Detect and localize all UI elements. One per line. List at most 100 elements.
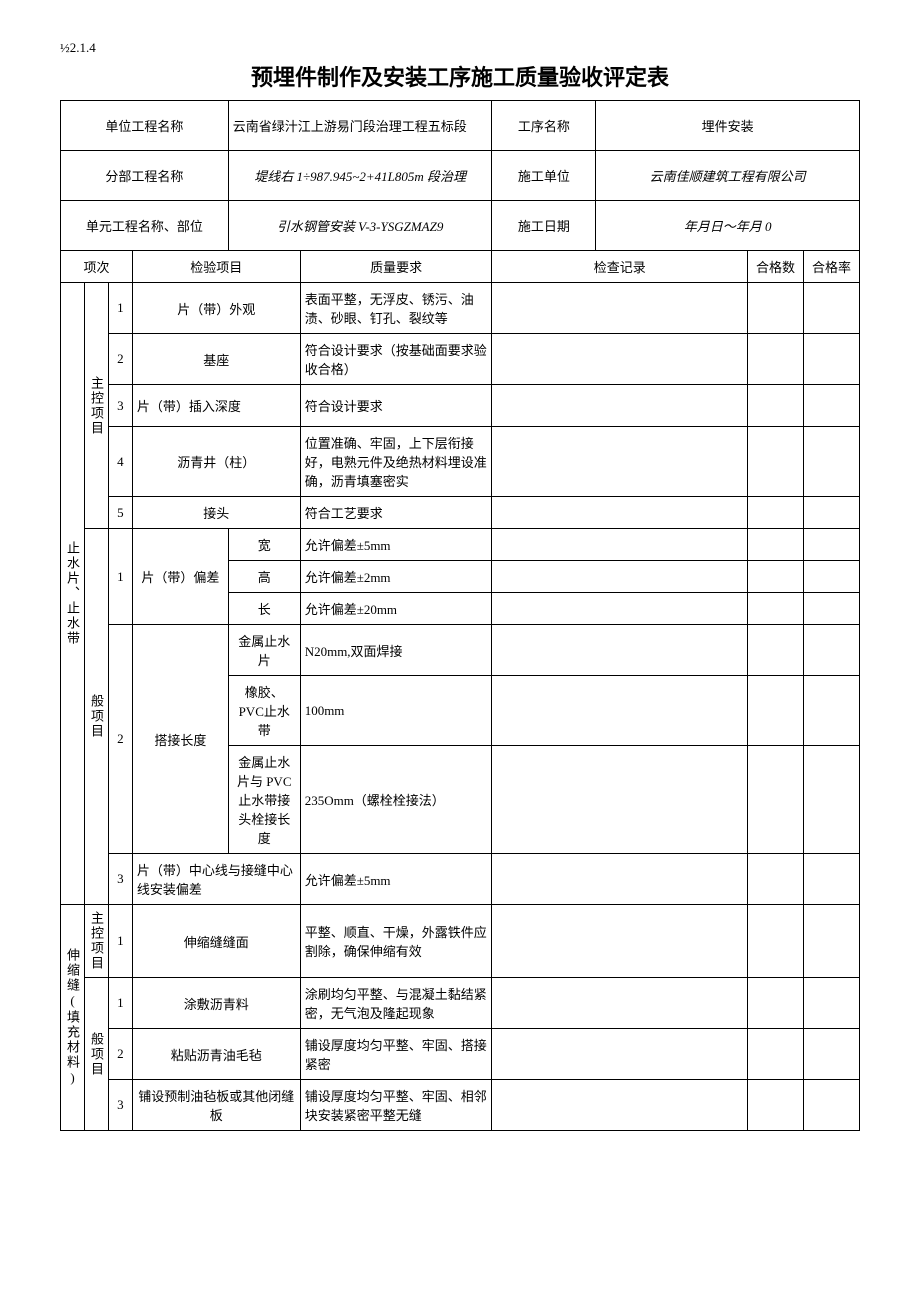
element-label: 单元工程名称、部位 xyxy=(61,201,229,251)
s2-g2-item: 粘贴沥青油毛毡 xyxy=(132,1029,300,1080)
s1-g2-sub1: 金属止水片 xyxy=(228,625,300,676)
section1-title: 止水片、止水带 xyxy=(61,283,85,905)
s1-r5-count xyxy=(748,497,804,529)
s1-g2-sub3: 金属止水片与 PVC 止水带接头栓接长度 xyxy=(228,746,300,854)
s1-g2-cnt3 xyxy=(748,746,804,854)
s1-r3-rate xyxy=(804,385,860,427)
s1-g1-cnt1 xyxy=(748,529,804,561)
s1-r4-count xyxy=(748,427,804,497)
s1-r5-req: 符合工艺要求 xyxy=(300,497,492,529)
s1-g2-rate1 xyxy=(804,625,860,676)
s1-g1-rec3 xyxy=(492,593,748,625)
s2-g2-no: 2 xyxy=(108,1029,132,1080)
s1-r1-no: 1 xyxy=(108,283,132,334)
s1-r3-req: 符合设计要求 xyxy=(300,385,492,427)
unit-project-label: 单位工程名称 xyxy=(61,101,229,151)
s2-g1-rate xyxy=(804,978,860,1029)
s2-g2-cnt xyxy=(748,1029,804,1080)
section2-title: 伸缩缝(填充材料) xyxy=(61,905,85,1131)
col-check-record: 检查记录 xyxy=(492,251,748,283)
section1-main-ctrl: 主控项目 xyxy=(84,283,108,529)
s1-g2-item: 搭接长度 xyxy=(132,625,228,854)
s1-r4-record xyxy=(492,427,748,497)
section1-general: 般项目 xyxy=(84,529,108,905)
section2-general: 般项目 xyxy=(84,978,108,1131)
s1-r1-rate xyxy=(804,283,860,334)
s1-g2-rate3 xyxy=(804,746,860,854)
document-code: ½2.1.4 xyxy=(60,40,860,56)
s1-r3-count xyxy=(748,385,804,427)
s1-r2-count xyxy=(748,334,804,385)
col-pass-count: 合格数 xyxy=(748,251,804,283)
document-header: ½2.1.4 预埋件制作及安装工序施工质量验收评定表 xyxy=(60,40,860,92)
s1-g2-req3: 235Omm（螺栓栓接法） xyxy=(300,746,492,854)
s1-r3-item: 片（带）插入深度 xyxy=(132,385,300,427)
s1-r3-record xyxy=(492,385,748,427)
s2-g2-req: 铺设厚度均匀平整、牢固、搭接紧密 xyxy=(300,1029,492,1080)
s1-r1-record xyxy=(492,283,748,334)
s1-g1-rate2 xyxy=(804,561,860,593)
s1-g1-sub1: 宽 xyxy=(228,529,300,561)
s2-g1-item: 涂敷沥青料 xyxy=(132,978,300,1029)
s2-m1-no: 1 xyxy=(108,905,132,978)
s1-r4-item: 沥青井（柱） xyxy=(132,427,300,497)
s1-g2-rec2 xyxy=(492,676,748,746)
s1-g2-req1: N20mm,双面焊接 xyxy=(300,625,492,676)
s1-r5-no: 5 xyxy=(108,497,132,529)
col-pass-rate: 合格率 xyxy=(804,251,860,283)
s1-g2-sub2: 橡胶、PVC止水带 xyxy=(228,676,300,746)
s1-g1-no: 1 xyxy=(108,529,132,625)
s1-g2-rec3 xyxy=(492,746,748,854)
s1-r2-req: 符合设计要求（按基础面要求验收合格） xyxy=(300,334,492,385)
s2-m1-item: 伸缩缝缝面 xyxy=(132,905,300,978)
s1-g3-item: 片（带）中心线与接缝中心线安装偏差 xyxy=(132,854,300,905)
s2-g3-req: 铺设厚度均匀平整、牢固、相邻块安装紧密平整无缝 xyxy=(300,1080,492,1131)
s1-g2-req2: 100mm xyxy=(300,676,492,746)
s1-g1-sub2: 高 xyxy=(228,561,300,593)
unit-project-value: 云南省绿汁江上游易门段治理工程五标段 xyxy=(228,101,492,151)
process-name-value: 埋件安装 xyxy=(596,101,860,151)
s2-g3-rate xyxy=(804,1080,860,1131)
construction-unit-label: 施工单位 xyxy=(492,151,596,201)
s1-g1-sub3: 长 xyxy=(228,593,300,625)
s2-m1-rate xyxy=(804,905,860,978)
s1-g2-rate2 xyxy=(804,676,860,746)
s1-g1-rec1 xyxy=(492,529,748,561)
s1-r5-item: 接头 xyxy=(132,497,300,529)
s1-g1-rate1 xyxy=(804,529,860,561)
s1-r3-no: 3 xyxy=(108,385,132,427)
s1-g2-cnt2 xyxy=(748,676,804,746)
s1-g1-item: 片（带）偏差 xyxy=(132,529,228,625)
s1-g2-no: 2 xyxy=(108,625,132,854)
s2-m1-cnt xyxy=(748,905,804,978)
col-quality-req: 质量要求 xyxy=(300,251,492,283)
s1-r4-rate xyxy=(804,427,860,497)
s2-m1-rec xyxy=(492,905,748,978)
s2-g1-rec xyxy=(492,978,748,1029)
section2-main-ctrl: 主控项目 xyxy=(84,905,108,978)
s1-g1-cnt2 xyxy=(748,561,804,593)
s1-g2-rec1 xyxy=(492,625,748,676)
s1-g3-rec xyxy=(492,854,748,905)
s1-g1-rec2 xyxy=(492,561,748,593)
s1-g1-req3: 允许偏差±20mm xyxy=(300,593,492,625)
s2-g1-no: 1 xyxy=(108,978,132,1029)
process-name-label: 工序名称 xyxy=(492,101,596,151)
s2-g3-cnt xyxy=(748,1080,804,1131)
s1-g1-req1: 允许偏差±5mm xyxy=(300,529,492,561)
s2-g1-cnt xyxy=(748,978,804,1029)
sub-project-label: 分部工程名称 xyxy=(61,151,229,201)
s2-g3-item: 铺设预制油毡板或其他闭缝板 xyxy=(132,1080,300,1131)
inspection-table: 单位工程名称 云南省绿汁江上游易门段治理工程五标段 工序名称 埋件安装 分部工程… xyxy=(60,100,860,1131)
s2-g2-rec xyxy=(492,1029,748,1080)
s1-g3-req: 允许偏差±5mm xyxy=(300,854,492,905)
s1-r4-no: 4 xyxy=(108,427,132,497)
s2-g1-req: 涂刷均匀平整、与混凝土黏结紧密，无气泡及隆起现象 xyxy=(300,978,492,1029)
col-check-item: 检验项目 xyxy=(132,251,300,283)
s2-g2-rate xyxy=(804,1029,860,1080)
s1-r2-no: 2 xyxy=(108,334,132,385)
s1-r5-rate xyxy=(804,497,860,529)
s1-g3-cnt xyxy=(748,854,804,905)
s1-g3-rate xyxy=(804,854,860,905)
s1-r1-item: 片（带）外观 xyxy=(132,283,300,334)
